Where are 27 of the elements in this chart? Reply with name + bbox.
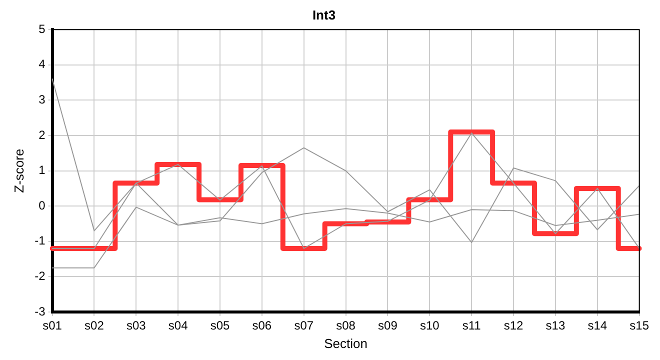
- x-tick-label: s04: [168, 318, 188, 333]
- y-tick-label: 2: [38, 128, 46, 142]
- x-tick-label: s15: [630, 318, 650, 333]
- y-tick-label: 4: [38, 57, 46, 72]
- y-tick-label: -3: [34, 304, 46, 318]
- x-tick-label: s14: [588, 318, 608, 333]
- x-tick-label: s08: [336, 318, 356, 333]
- x-tick-label: s09: [378, 318, 398, 333]
- x-tick-label: s01: [42, 318, 62, 333]
- x-axis-title: Section: [324, 336, 368, 351]
- y-tick-label: -1: [34, 234, 46, 248]
- y-tick-label: 5: [38, 22, 46, 36]
- x-tick-label: s10: [420, 318, 440, 333]
- y-tick-label: 0: [38, 198, 46, 212]
- y-axis-title: Z-score: [11, 148, 26, 193]
- y-tick-label: 1: [38, 163, 46, 178]
- x-tick-label: s11: [462, 318, 482, 333]
- x-tick-label: s06: [252, 318, 272, 333]
- y-tick-label: 3: [38, 92, 46, 107]
- y-tick-label: -2: [34, 269, 46, 284]
- x-tick-label: s05: [210, 318, 230, 333]
- x-tick-label: s12: [504, 318, 524, 333]
- x-tick-label: s03: [126, 318, 146, 333]
- x-tick-label: s07: [294, 318, 314, 333]
- x-tick-label: s02: [84, 318, 104, 333]
- chart-title: Int3: [312, 7, 336, 22]
- x-tick-label: s13: [546, 318, 566, 333]
